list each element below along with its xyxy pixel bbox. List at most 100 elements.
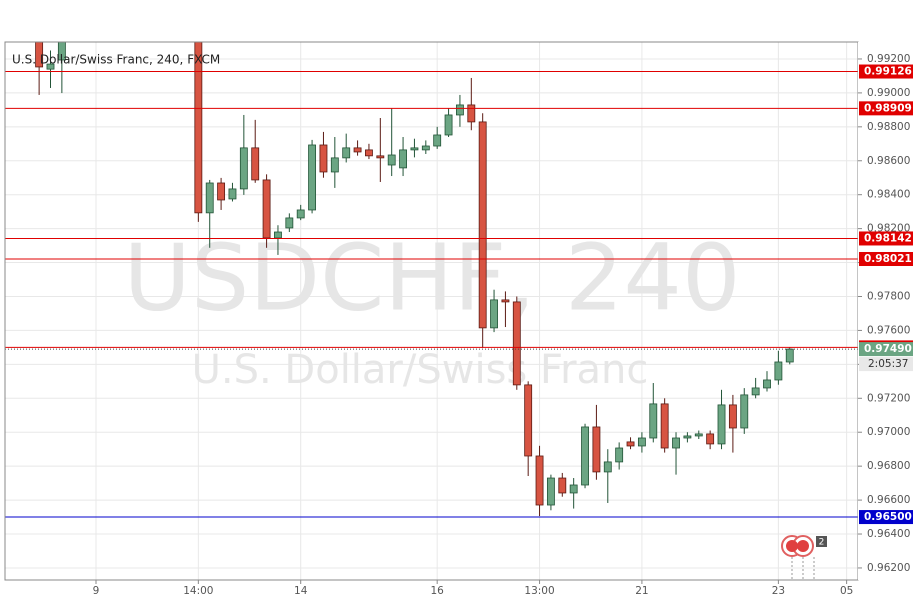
- candle-body: [456, 104, 464, 116]
- candle-body: [626, 441, 635, 447]
- level-label: 0.98142: [864, 232, 912, 244]
- level-label: 0.98909: [864, 102, 912, 114]
- y-tick-label: 0.98600: [867, 155, 910, 167]
- event-markers: 2: [781, 535, 827, 580]
- candle-body: [649, 403, 658, 439]
- candle-body: [308, 144, 317, 211]
- price-axis: [858, 42, 915, 580]
- candle-body: [569, 484, 578, 494]
- level-label-bg: [859, 510, 913, 525]
- x-tick-label: 13:00: [524, 585, 554, 597]
- candle-body: [342, 147, 351, 159]
- y-tick-label: 0.96800: [867, 460, 910, 472]
- y-tick-label: 0.99000: [867, 87, 910, 99]
- x-tick-label: 05: [840, 585, 853, 597]
- candle-body: [239, 147, 248, 190]
- candle-body: [57, 42, 66, 61]
- level-label: 0.97490: [864, 343, 912, 355]
- x-tick-label: 21: [635, 585, 648, 597]
- candle-body: [535, 455, 544, 506]
- candle-body: [274, 231, 282, 239]
- level-label: 0.98021: [864, 253, 912, 265]
- level-label-bg: [859, 64, 913, 79]
- x-tick-label: 9: [93, 585, 100, 597]
- x-tick-label: 16: [430, 585, 444, 597]
- candle-body: [717, 404, 726, 445]
- candle-body: [35, 42, 44, 68]
- y-tick-label: 0.96600: [867, 494, 910, 506]
- candle-body: [728, 404, 737, 429]
- level-label-bg: [859, 342, 913, 357]
- candle-body: [365, 149, 373, 157]
- candle-body: [672, 437, 680, 449]
- candle-body: [262, 179, 271, 239]
- candle-body: [228, 188, 237, 200]
- plot: [5, 42, 858, 518]
- candle-body: [637, 437, 646, 447]
- candle-body: [694, 433, 703, 437]
- candle-body: [683, 435, 692, 439]
- level-label: 0.96500: [864, 511, 912, 523]
- candle-body: [558, 477, 567, 494]
- candle-body: [751, 387, 760, 396]
- event-badge-count: 2: [819, 538, 825, 548]
- y-tick-label: 0.97800: [867, 290, 910, 302]
- y-tick-label: 0.99200: [867, 53, 910, 65]
- candle-body: [603, 461, 612, 473]
- level-label: 0.99126: [864, 66, 912, 78]
- candle-body: [410, 147, 419, 151]
- candle-body: [433, 134, 442, 147]
- chart-title: U.S. Dollar/Swiss Franc, 240, FXCM: [12, 53, 220, 67]
- candle-body: [285, 217, 294, 229]
- event-icon: [786, 540, 798, 552]
- y-tick-label: 0.96200: [867, 562, 910, 574]
- candle-body: [615, 447, 624, 463]
- candle-body: [46, 63, 55, 70]
- candle-body: [581, 426, 589, 486]
- grid: [5, 42, 858, 580]
- candle-body: [706, 433, 715, 445]
- candle-body: [217, 182, 226, 201]
- candle-body: [478, 121, 487, 329]
- level-label-bg: [859, 251, 913, 266]
- candle-body: [353, 147, 362, 153]
- y-tick-label: 0.96400: [867, 528, 910, 540]
- candle-body: [546, 477, 555, 506]
- candle-body: [785, 348, 794, 363]
- candle-body: [467, 104, 476, 123]
- candle-body: [387, 154, 396, 166]
- watermark: USDCHF, 240: [123, 224, 740, 331]
- watermark-subtitle: U.S. Dollar/Swiss Franc: [192, 347, 649, 393]
- candle-body: [319, 144, 328, 173]
- y-tick-label: 0.97200: [867, 392, 910, 404]
- candle-body: [763, 379, 771, 389]
- x-tick-label: 14: [294, 585, 308, 597]
- y-tick-label: 0.98800: [867, 121, 910, 133]
- candle-body: [399, 149, 407, 169]
- y-tick-label: 0.98400: [867, 189, 910, 201]
- candle-body: [501, 299, 510, 303]
- level-label-bg: [859, 231, 913, 246]
- countdown-bg: [859, 357, 913, 372]
- candle-body: [194, 42, 203, 214]
- candle-body: [512, 301, 521, 386]
- candle-body: [251, 147, 260, 181]
- candle-body: [740, 394, 749, 429]
- candle-body: [376, 155, 385, 159]
- level-label-bg: [859, 101, 913, 116]
- x-tick-label: 14:00: [183, 585, 213, 597]
- candle-body: [330, 157, 339, 173]
- candle-body: [774, 361, 783, 381]
- candle-body: [592, 426, 601, 473]
- candle-body: [524, 384, 533, 457]
- candle-body: [660, 403, 669, 449]
- event-badge: [816, 536, 827, 547]
- candle-body: [421, 145, 430, 151]
- candle-body: [490, 299, 498, 329]
- axes: 0.96200 0.96400 0.96600 0.96800 0.97000 0.972…: [93, 42, 915, 597]
- candle-body: [444, 114, 453, 136]
- y-tick-label: 0.97000: [867, 426, 910, 438]
- y-tick-label: 0.97600: [867, 324, 910, 336]
